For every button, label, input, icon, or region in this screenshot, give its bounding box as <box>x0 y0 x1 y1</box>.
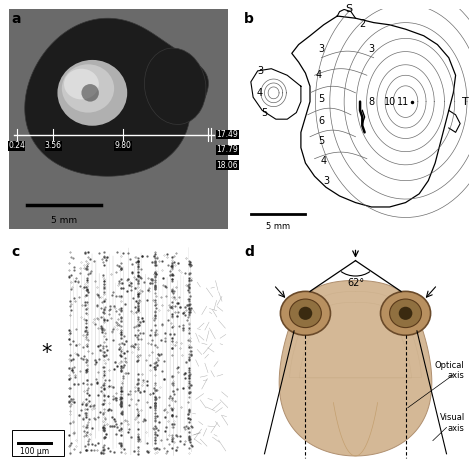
Text: 3: 3 <box>368 44 374 54</box>
Text: 5 mm: 5 mm <box>266 222 290 231</box>
Text: 5: 5 <box>318 136 325 146</box>
Text: Visual
axis: Visual axis <box>439 413 465 433</box>
FancyBboxPatch shape <box>12 430 64 456</box>
Ellipse shape <box>145 48 206 125</box>
Text: d: d <box>244 245 254 259</box>
Text: 5: 5 <box>318 94 325 104</box>
Polygon shape <box>279 280 432 456</box>
Text: 17.49: 17.49 <box>217 130 238 139</box>
Text: 2: 2 <box>359 19 365 29</box>
Text: 62°: 62° <box>347 278 364 288</box>
Text: 3: 3 <box>257 66 263 76</box>
Text: 3.56: 3.56 <box>45 141 62 150</box>
Ellipse shape <box>57 60 127 126</box>
Polygon shape <box>25 18 209 176</box>
Ellipse shape <box>299 307 312 320</box>
Text: 5: 5 <box>261 108 268 118</box>
Text: 8: 8 <box>368 97 374 107</box>
Ellipse shape <box>64 69 99 100</box>
Text: 9.80: 9.80 <box>114 141 131 150</box>
Text: 100 μm: 100 μm <box>20 447 49 456</box>
Text: 11: 11 <box>397 97 410 107</box>
Text: 4: 4 <box>316 70 322 80</box>
Text: 17.79: 17.79 <box>217 145 238 154</box>
Ellipse shape <box>381 291 430 335</box>
Text: 5 mm: 5 mm <box>51 216 77 225</box>
Text: 10: 10 <box>383 97 396 107</box>
Text: 6: 6 <box>319 117 324 126</box>
Text: 3: 3 <box>323 176 329 185</box>
Text: S: S <box>345 4 352 14</box>
Text: T: T <box>463 97 469 107</box>
Ellipse shape <box>390 299 421 328</box>
Text: b: b <box>244 12 254 25</box>
Text: 4: 4 <box>320 156 327 166</box>
Ellipse shape <box>281 291 330 335</box>
Text: 4: 4 <box>257 88 263 98</box>
Text: a: a <box>12 12 21 25</box>
Text: Optical
axis: Optical axis <box>435 361 465 380</box>
Text: 3: 3 <box>319 44 324 54</box>
Ellipse shape <box>62 64 114 113</box>
Text: 18.06: 18.06 <box>217 161 238 170</box>
Ellipse shape <box>399 307 412 320</box>
Ellipse shape <box>82 84 99 101</box>
Text: c: c <box>12 245 20 259</box>
Ellipse shape <box>290 299 321 328</box>
Text: 0.24: 0.24 <box>8 141 25 150</box>
Text: *: * <box>41 343 52 363</box>
